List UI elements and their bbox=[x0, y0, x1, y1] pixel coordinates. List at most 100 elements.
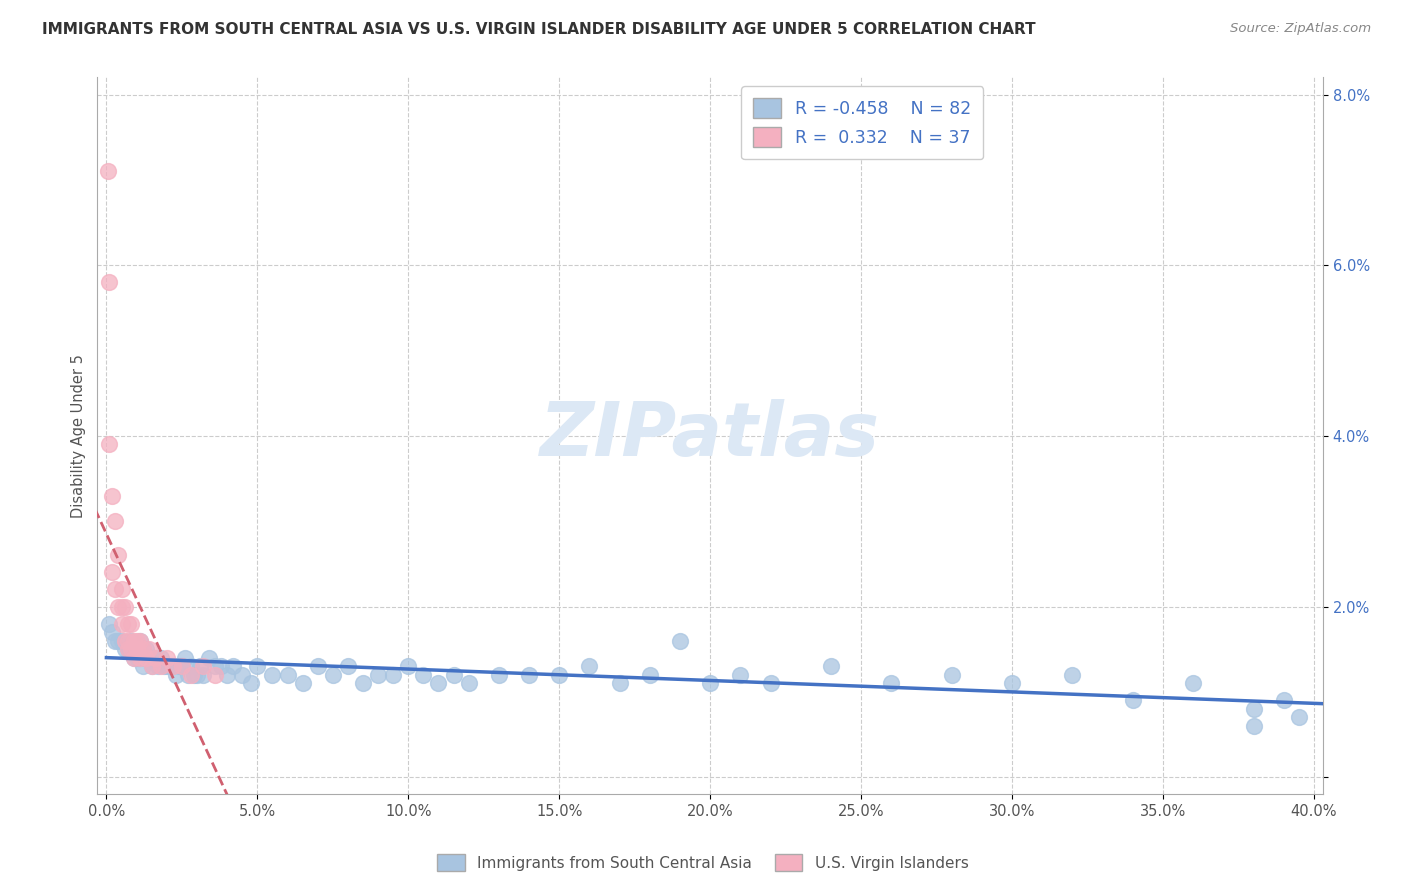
Point bbox=[177, 668, 200, 682]
Point bbox=[188, 659, 211, 673]
Point bbox=[443, 668, 465, 682]
Point bbox=[396, 659, 419, 673]
Point bbox=[1001, 676, 1024, 690]
Point bbox=[122, 650, 145, 665]
Point bbox=[457, 676, 479, 690]
Point bbox=[204, 659, 226, 673]
Point bbox=[131, 642, 153, 657]
Point bbox=[307, 659, 329, 673]
Point bbox=[114, 599, 136, 614]
Point bbox=[104, 633, 127, 648]
Point bbox=[159, 659, 181, 673]
Point bbox=[101, 566, 124, 580]
Point bbox=[104, 514, 127, 528]
Point bbox=[217, 668, 239, 682]
Point bbox=[880, 676, 903, 690]
Point bbox=[120, 616, 142, 631]
Point bbox=[336, 659, 359, 673]
Point bbox=[138, 650, 160, 665]
Point bbox=[1288, 710, 1310, 724]
Legend: R = -0.458    N = 82, R =  0.332    N = 37: R = -0.458 N = 82, R = 0.332 N = 37 bbox=[741, 87, 983, 159]
Point bbox=[101, 625, 124, 640]
Point bbox=[149, 659, 172, 673]
Point bbox=[548, 668, 571, 682]
Y-axis label: Disability Age Under 5: Disability Age Under 5 bbox=[72, 354, 86, 518]
Point bbox=[128, 650, 150, 665]
Point bbox=[125, 642, 148, 657]
Point bbox=[222, 659, 245, 673]
Point bbox=[291, 676, 314, 690]
Point bbox=[820, 659, 842, 673]
Point bbox=[98, 616, 121, 631]
Point bbox=[152, 659, 174, 673]
Point bbox=[1272, 693, 1295, 707]
Point bbox=[759, 676, 782, 690]
Point bbox=[107, 633, 129, 648]
Point bbox=[191, 659, 214, 673]
Point bbox=[131, 642, 153, 657]
Point bbox=[146, 659, 169, 673]
Point bbox=[180, 668, 202, 682]
Point bbox=[128, 633, 150, 648]
Point bbox=[609, 676, 631, 690]
Point bbox=[262, 668, 284, 682]
Point bbox=[162, 659, 184, 673]
Point bbox=[135, 650, 157, 665]
Point bbox=[198, 650, 221, 665]
Point bbox=[156, 650, 179, 665]
Text: Source: ZipAtlas.com: Source: ZipAtlas.com bbox=[1230, 22, 1371, 36]
Point bbox=[1243, 702, 1265, 716]
Point bbox=[117, 642, 139, 657]
Point bbox=[143, 650, 166, 665]
Point bbox=[170, 659, 193, 673]
Point bbox=[412, 668, 434, 682]
Point bbox=[427, 676, 450, 690]
Point bbox=[488, 668, 510, 682]
Point bbox=[104, 582, 127, 597]
Point bbox=[186, 668, 208, 682]
Point bbox=[101, 489, 124, 503]
Point bbox=[240, 676, 263, 690]
Point bbox=[138, 642, 160, 657]
Point bbox=[174, 650, 197, 665]
Point bbox=[1122, 693, 1144, 707]
Point bbox=[149, 650, 172, 665]
Point bbox=[110, 616, 132, 631]
Point bbox=[638, 668, 661, 682]
Point bbox=[204, 668, 226, 682]
Point bbox=[107, 599, 129, 614]
Point bbox=[141, 659, 163, 673]
Point bbox=[352, 676, 374, 690]
Point bbox=[117, 633, 139, 648]
Point bbox=[135, 650, 157, 665]
Point bbox=[120, 642, 142, 657]
Legend: Immigrants from South Central Asia, U.S. Virgin Islanders: Immigrants from South Central Asia, U.S.… bbox=[432, 848, 974, 877]
Point bbox=[117, 642, 139, 657]
Point bbox=[180, 659, 202, 673]
Point bbox=[246, 659, 269, 673]
Point bbox=[114, 633, 136, 648]
Text: IMMIGRANTS FROM SOUTH CENTRAL ASIA VS U.S. VIRGIN ISLANDER DISABILITY AGE UNDER : IMMIGRANTS FROM SOUTH CENTRAL ASIA VS U.… bbox=[42, 22, 1036, 37]
Point bbox=[122, 650, 145, 665]
Text: ZIPatlas: ZIPatlas bbox=[540, 400, 880, 473]
Point bbox=[699, 676, 721, 690]
Point bbox=[167, 659, 190, 673]
Point bbox=[730, 668, 752, 682]
Point bbox=[117, 616, 139, 631]
Point bbox=[110, 582, 132, 597]
Point bbox=[141, 659, 163, 673]
Point bbox=[1243, 719, 1265, 733]
Point bbox=[231, 668, 253, 682]
Point bbox=[131, 659, 153, 673]
Point bbox=[183, 668, 205, 682]
Point bbox=[97, 164, 120, 178]
Point bbox=[669, 633, 692, 648]
Point bbox=[110, 633, 132, 648]
Point bbox=[122, 642, 145, 657]
Point bbox=[517, 668, 540, 682]
Point bbox=[98, 275, 121, 289]
Point bbox=[1182, 676, 1205, 690]
Point bbox=[209, 659, 232, 673]
Point bbox=[120, 642, 142, 657]
Point bbox=[125, 633, 148, 648]
